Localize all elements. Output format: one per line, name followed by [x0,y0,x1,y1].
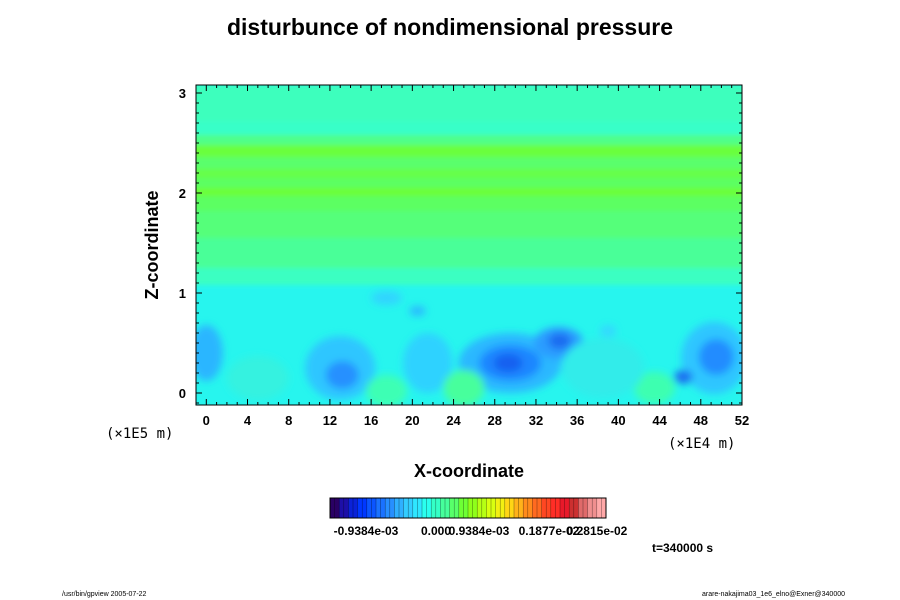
chart-title: disturbunce of nondimensional pressure [226,14,673,40]
colorbar-tick-label: 0.2815e-02 [567,524,628,538]
colorbar-tick-label: -0.9384e-03 [334,524,399,538]
y-tick-label: 3 [179,86,186,101]
field-band [196,85,742,121]
field-band [196,135,742,145]
field-blob [561,338,645,398]
x-tick-label: 36 [570,413,584,428]
y-tick-label: 1 [179,286,186,301]
x-tick-label: 48 [694,413,708,428]
field-blob [365,375,408,405]
field-blob [548,333,571,349]
x-scale-note: (×1E4 m) [668,436,735,452]
field-blob [196,325,223,381]
field-blob [493,354,523,372]
field-band [196,145,742,157]
field-band [196,121,742,135]
field-band [196,169,742,178]
footer-left: /usr/bin/gpview 2005-07-22 [62,591,147,598]
field-band [196,193,742,211]
time-label: t=340000 s [652,541,714,555]
footer-right: arare-nakajima03_1e6_elno@Exner@340000 [702,591,845,598]
field-blob [226,356,289,400]
x-tick-label: 52 [735,413,749,428]
field-band [196,157,742,169]
x-axis-title: X-coordinate [414,461,524,481]
x-tick-label: 0 [203,413,210,428]
contour-field [196,85,742,405]
x-tick-label: 44 [652,413,667,428]
field-blob [409,306,426,316]
y-tick-label: 2 [179,186,186,201]
colorbar-tick-label: 0.9384e-03 [449,524,510,538]
x-tick-label: 8 [285,413,292,428]
field-blob [371,291,403,305]
field-blob [325,361,359,389]
y-tick-label: 0 [179,386,186,401]
x-tick-label: 24 [446,413,461,428]
field-blob [403,333,453,393]
field-blob [443,370,485,405]
field-blob [633,372,676,404]
x-tick-label: 32 [529,413,543,428]
colorbar [329,497,607,519]
field-blob [674,370,693,384]
field-band [196,268,742,285]
field-band [196,188,742,196]
field-band [196,238,742,268]
x-tick-label: 12 [323,413,337,428]
x-tick-label: 20 [405,413,419,428]
colorbar-tick-label: 0.1877e-02 [519,524,580,538]
x-tick-label: 40 [611,413,625,428]
y-scale-note: (×1E5 m) [106,426,173,442]
field-band [196,211,742,238]
colorbar-tick-label: 0.000 [421,524,451,538]
colorbar-frame [329,497,607,519]
plot-frame [195,84,743,406]
field-blob [698,339,734,375]
x-tick-label: 16 [364,413,378,428]
field-band [196,178,742,188]
field-blob [599,325,617,337]
x-tick-label: 4 [244,413,252,428]
x-tick-label: 28 [488,413,502,428]
y-axis-title: Z-coordinate [142,190,162,299]
